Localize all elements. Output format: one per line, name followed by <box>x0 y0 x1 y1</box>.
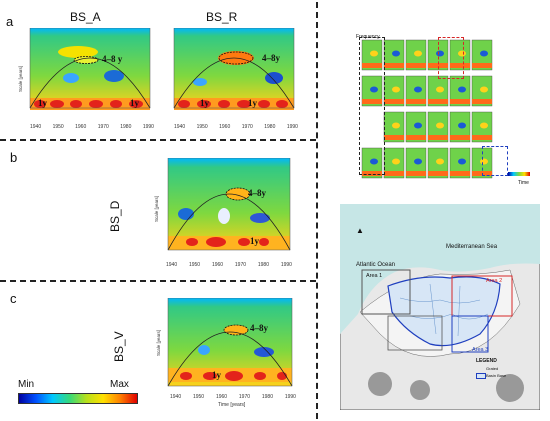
panel-c-band-label: 4–8y <box>250 323 268 333</box>
panel-a-left-1y-label-2: 1y <box>130 98 139 108</box>
panel-a-left-band-label: 4–8 y <box>102 54 123 64</box>
map-area2-label: Area 2 <box>486 278 503 284</box>
map-area3-label: Area 3 <box>472 347 489 353</box>
panel-c-1y-label: 1y <box>212 370 221 380</box>
panel-c-letter: c <box>10 291 17 306</box>
panel-b-spectrum <box>167 158 291 251</box>
separator-b-c <box>0 280 316 282</box>
grid-highlight-area3 <box>482 146 508 176</box>
small-spectrum-cell <box>383 75 405 107</box>
panel-c-time-label: Time [years] <box>218 402 246 408</box>
grid-time-label: Time <box>518 180 529 186</box>
small-spectrum-cell <box>383 147 405 179</box>
small-spectrum-cell <box>427 147 449 179</box>
panel-b-band-label: 4–8y <box>248 188 266 198</box>
map-legend-item-grated: Grated <box>486 366 499 371</box>
small-spectrum-cell <box>361 75 383 107</box>
map-legend-title: LEGEND <box>476 358 497 364</box>
panel-a-title-left: BS_A <box>70 10 101 24</box>
map-sea-label: Mediterranean Sea <box>446 244 498 250</box>
panel-b-x-ticks: 1940 1950 1960 1970 1980 1990 <box>166 262 292 268</box>
small-spectrum-cell <box>427 75 449 107</box>
colorbar-min-label: Min <box>18 379 35 390</box>
small-spectrum-cell <box>471 39 493 71</box>
panel-a-right-x-ticks: 1940 1950 1960 1970 1980 1990 <box>174 124 298 130</box>
panel-a-left-1y-label-1: 1y <box>38 98 47 108</box>
small-spectrum-cell <box>449 147 471 179</box>
panel-b-1y-label: 1y <box>250 236 259 246</box>
small-spectra-grid <box>361 39 493 179</box>
grid-colorbar <box>508 172 530 176</box>
small-spectrum-cell <box>471 111 493 143</box>
panel-a-right-1y-label-1: 1y <box>200 98 209 108</box>
panel-b-series-label: BS_D <box>108 200 122 232</box>
small-spectrum-cell <box>405 39 427 71</box>
small-spectrum-cell <box>405 147 427 179</box>
map-legend-swatch-basin <box>476 373 486 379</box>
map-legend-item-basin: Basin Base <box>486 373 507 378</box>
colorbar <box>18 393 138 404</box>
panel-a-right-spectrum <box>173 28 295 110</box>
small-spectrum-cell <box>383 39 405 71</box>
panel-b-scale-label: Scale [years] <box>154 195 159 222</box>
panel-a-letter: a <box>6 14 14 29</box>
panel-c-spectrum <box>167 298 293 387</box>
small-spectrum-cell <box>383 111 405 143</box>
small-spectrum-cell <box>405 111 427 143</box>
map-area1-label: Area 1 <box>366 273 383 279</box>
small-spectrum-cell <box>361 39 383 71</box>
vertical-separator <box>316 2 318 419</box>
panel-c-x-ticks: 1940 1950 1960 1970 1980 1990 <box>170 394 296 400</box>
panel-a-left-spectrum <box>29 28 151 110</box>
small-spectrum-cell <box>449 75 471 107</box>
small-spectrum-cell <box>471 75 493 107</box>
panel-a-left-scale-label: Scale [years] <box>18 65 23 92</box>
panel-c-scale-label: Scale [years] <box>156 329 161 356</box>
panel-a-title-right: BS_R <box>206 10 238 24</box>
map-north-arrow-icon: ▲ <box>356 226 364 235</box>
map-ocean-label: Atlantic Ocean <box>356 262 396 268</box>
small-spectrum-cell <box>405 75 427 107</box>
panel-b-letter: b <box>10 150 18 165</box>
panel-a-right-band-label: 4–8y <box>262 53 280 63</box>
panel-c-series-label: BS_V <box>112 331 126 362</box>
grid-highlight-area2 <box>438 37 464 79</box>
panel-a-right-1y-label-2: 1y <box>248 98 257 108</box>
study-area-map <box>340 204 540 410</box>
grid-highlight-area1 <box>359 37 385 175</box>
small-spectrum-cell <box>361 147 383 179</box>
colorbar-max-label: Max <box>110 379 129 390</box>
small-spectrum-cell <box>449 39 471 71</box>
small-spectrum-cell <box>449 111 471 143</box>
panel-a-left-x-ticks: 1940 1950 1960 1970 1980 1990 <box>30 124 154 130</box>
separator-a-b <box>0 139 316 141</box>
small-spectrum-cell <box>427 111 449 143</box>
